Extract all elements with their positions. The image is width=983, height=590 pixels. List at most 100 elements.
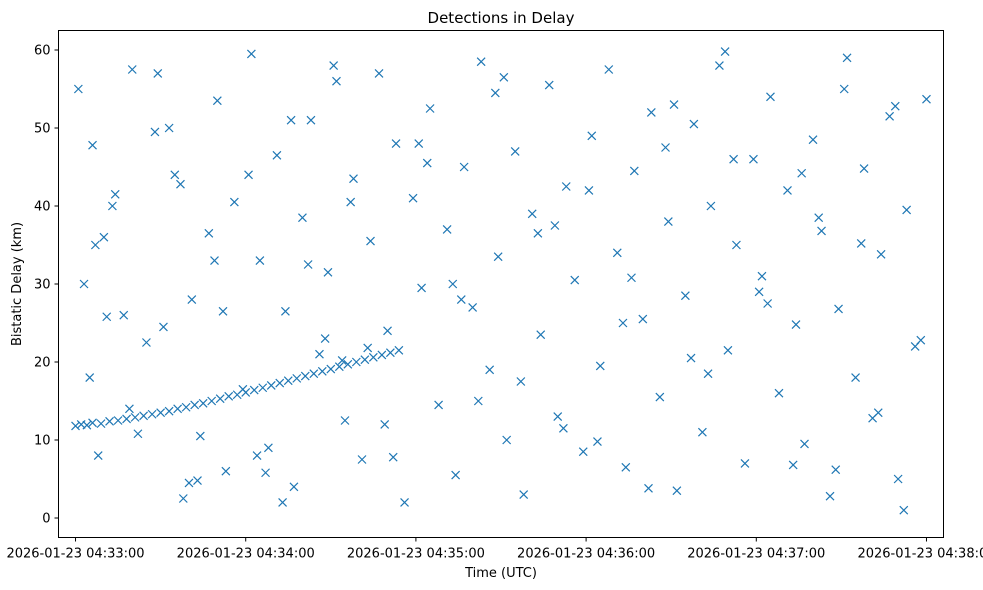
- data-point: [655, 392, 665, 402]
- data-point: [374, 68, 384, 78]
- data-point: [218, 306, 228, 316]
- data-point: [720, 47, 730, 56]
- data-point: [221, 466, 231, 476]
- data-point: [899, 505, 909, 515]
- data-point: [99, 232, 109, 242]
- data-point: [346, 197, 356, 207]
- data-point: [916, 335, 926, 345]
- data-point: [519, 490, 529, 500]
- data-point: [252, 451, 262, 461]
- data-point: [595, 361, 605, 371]
- data-point: [130, 412, 140, 422]
- data-point: [204, 228, 214, 238]
- y-tick-label: 40: [34, 200, 51, 215]
- data-point: [317, 366, 327, 376]
- data-point: [178, 494, 188, 503]
- data-point: [618, 318, 628, 328]
- data-point: [448, 279, 458, 289]
- data-point: [661, 143, 670, 152]
- data-point: [113, 416, 123, 425]
- data-point: [893, 474, 903, 484]
- data-point: [278, 497, 288, 507]
- data-point: [825, 491, 835, 501]
- data-point: [839, 84, 849, 94]
- data-point: [476, 57, 486, 67]
- data-point: [831, 465, 841, 475]
- data-point: [510, 146, 520, 156]
- data-point: [173, 404, 183, 414]
- data-point: [558, 423, 568, 433]
- x-axis: 2026-01-23 04:33:00 2026-01-23 04:34:00 20…: [6, 537, 983, 562]
- data-point: [110, 189, 120, 199]
- data-point: [380, 419, 390, 429]
- data-point: [414, 139, 424, 149]
- y-tick-label: 50: [34, 122, 51, 137]
- data-point: [306, 115, 316, 125]
- data-point: [459, 162, 469, 172]
- y-tick-label: 20: [34, 356, 51, 371]
- data-point: [258, 383, 268, 393]
- data-point: [388, 452, 398, 462]
- data-point: [774, 388, 784, 398]
- data-points: [71, 47, 931, 515]
- data-point: [343, 359, 353, 369]
- data-point: [425, 104, 435, 113]
- data-point: [638, 314, 648, 324]
- data-point: [800, 439, 809, 449]
- data-point: [814, 213, 824, 223]
- data-point: [275, 378, 285, 388]
- data-point: [198, 398, 208, 408]
- data-point: [224, 391, 234, 401]
- data-point: [408, 193, 418, 203]
- data-point: [689, 119, 699, 129]
- data-point: [159, 322, 168, 332]
- data-point: [238, 384, 248, 394]
- data-point: [329, 61, 339, 71]
- data-point: [714, 61, 724, 71]
- data-point: [261, 468, 270, 478]
- data-point: [207, 396, 217, 406]
- data-point: [334, 362, 344, 372]
- x-axis-label: Time (UTC): [464, 566, 537, 581]
- data-point: [749, 154, 758, 164]
- y-axis: 0 10 20 30 40 50 60: [34, 44, 59, 527]
- y-axis-label: Bistatic Delay (km): [10, 222, 25, 346]
- data-point: [680, 291, 690, 301]
- data-point: [320, 334, 330, 344]
- data-point: [527, 209, 537, 219]
- data-point: [604, 65, 614, 74]
- data-point: [332, 76, 341, 86]
- data-point: [646, 107, 656, 117]
- data-point: [323, 267, 333, 277]
- data-point: [842, 53, 852, 63]
- chart-title: Detections in Delay: [428, 9, 575, 27]
- data-point: [570, 275, 580, 285]
- data-point: [885, 111, 895, 121]
- data-point: [122, 414, 132, 424]
- data-point: [153, 68, 163, 78]
- data-point: [485, 365, 495, 375]
- data-point: [766, 92, 775, 102]
- data-point: [337, 356, 347, 365]
- data-point: [156, 408, 166, 418]
- data-point: [797, 168, 807, 178]
- data-point: [502, 435, 512, 445]
- data-point: [377, 350, 387, 360]
- data-point: [490, 88, 500, 98]
- x-tick-label: 2026-01-23 04:37:00: [687, 547, 825, 562]
- data-point: [184, 478, 194, 488]
- data-point: [561, 182, 571, 191]
- data-point: [195, 431, 205, 441]
- data-point: [385, 348, 395, 358]
- data-point: [190, 400, 200, 410]
- data-point: [902, 205, 912, 215]
- data-point: [890, 101, 900, 111]
- data-point: [740, 458, 750, 468]
- data-point: [176, 179, 185, 189]
- data-point: [729, 154, 739, 164]
- data-point: [139, 411, 149, 421]
- data-point: [732, 240, 741, 250]
- data-point: [164, 406, 174, 416]
- data-point: [309, 369, 319, 379]
